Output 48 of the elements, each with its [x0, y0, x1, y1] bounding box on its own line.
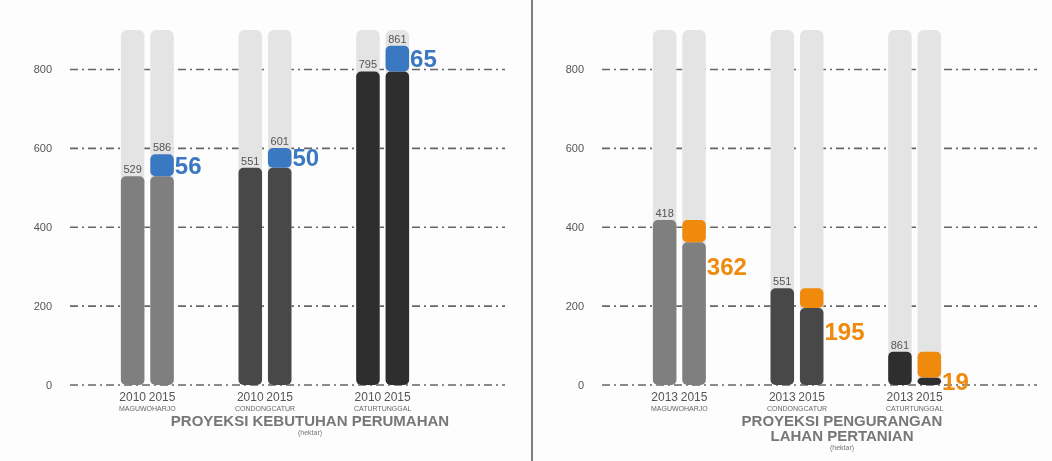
- bar: [150, 154, 174, 177]
- data-label: 195: [824, 318, 865, 346]
- x-tick-label: 2013: [768, 390, 796, 404]
- text: PROYEKSI KEBUTUHAN PERUMAHAN: [170, 412, 450, 429]
- data-label: 795: [358, 58, 378, 71]
- y-tick-label: 200: [565, 300, 584, 313]
- bar: [770, 288, 795, 385]
- data-label: 50: [292, 144, 320, 172]
- annotation: 861: [890, 338, 910, 351]
- y-tick-label: 200: [33, 300, 52, 313]
- y-tick-label: 0: [577, 379, 584, 392]
- x-tick-label: 2015: [266, 390, 294, 404]
- bar: [799, 308, 824, 385]
- x-tick-label: 2010: [354, 390, 382, 404]
- bar: [267, 147, 292, 168]
- total-label: 861: [388, 32, 407, 45]
- bar: [888, 351, 912, 385]
- x-tick-label: 2015: [680, 390, 708, 404]
- bar: [682, 220, 706, 243]
- data-label: 529: [123, 163, 142, 176]
- annotation: 551: [773, 275, 792, 288]
- y-tick-label: 800: [33, 63, 52, 76]
- x-tick-label: 2015: [798, 390, 826, 404]
- total-label: 586: [152, 141, 172, 154]
- text: PROYEKSI PENGURANGAN LAHAN PERTANIAN: [741, 412, 943, 444]
- data-label: 418: [655, 207, 674, 220]
- y-tick-label: 800: [565, 63, 584, 76]
- y-tick-label: 600: [33, 142, 52, 155]
- x-tick-label: 2010: [236, 390, 264, 404]
- y-tick-label: 400: [33, 221, 52, 234]
- data-label: 362: [706, 252, 747, 280]
- x-tick-label: 2013: [886, 390, 914, 404]
- bar: [385, 45, 410, 72]
- x-tick-label: 2010: [119, 390, 147, 404]
- data-label: 65: [410, 45, 437, 72]
- data-label: 19: [942, 367, 969, 395]
- data-label: 56: [174, 151, 202, 179]
- total-label: 601: [270, 134, 289, 147]
- data-label: 551: [241, 154, 260, 167]
- x-tick-label: 2015: [148, 390, 176, 404]
- x-tick-label: 2013: [651, 390, 679, 404]
- y-tick-label: 0: [45, 379, 52, 392]
- x-tick-label: 2015: [916, 390, 944, 404]
- y-tick-label: 400: [565, 221, 584, 234]
- y-tick-label: 600: [565, 142, 584, 155]
- x-tick-label: 2015: [384, 390, 412, 404]
- bar: [917, 351, 942, 378]
- bar: [799, 288, 824, 309]
